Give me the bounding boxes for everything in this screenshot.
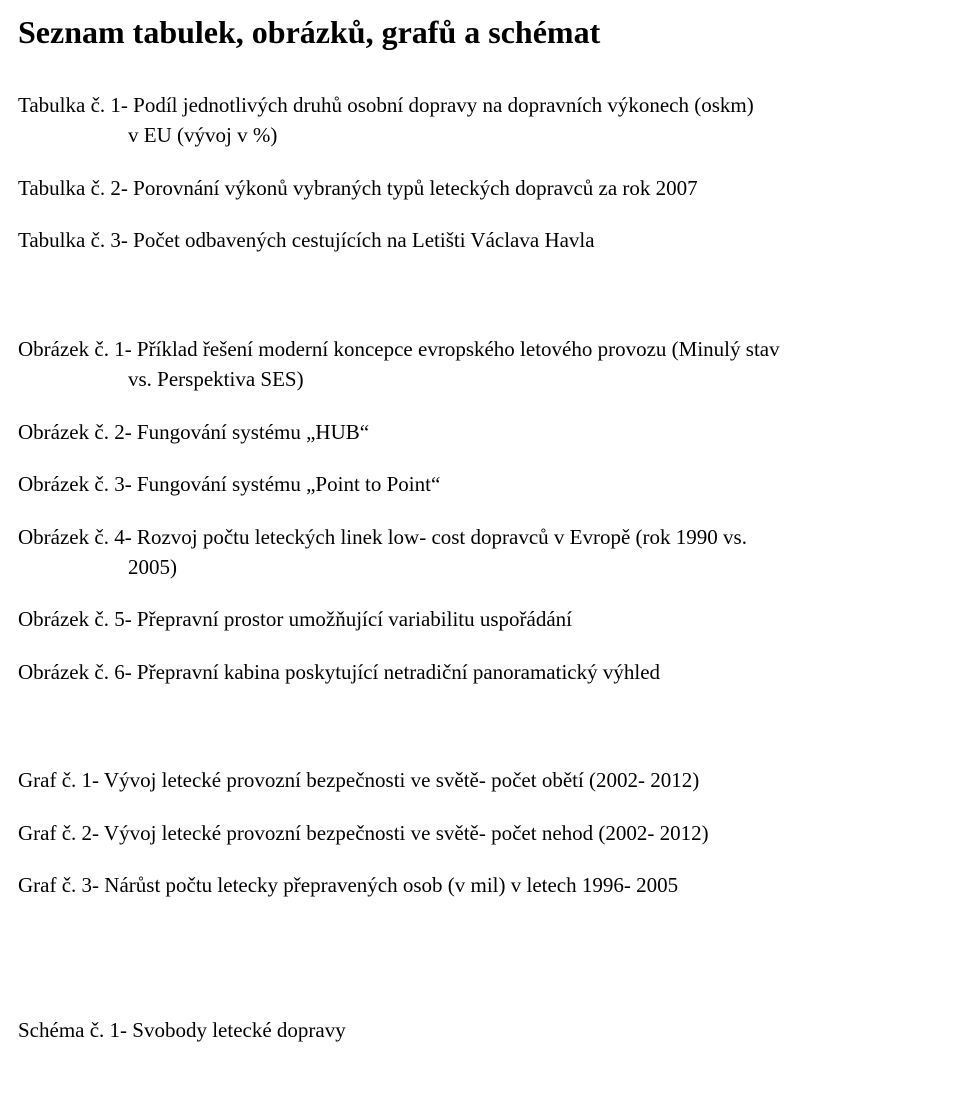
section-gap xyxy=(18,709,932,765)
scheme-entry-1: Schéma č. 1- Svobody letecké dopravy xyxy=(18,1015,932,1045)
graph-entry-2: Graf č. 2- Vývoj letecké provozní bezpeč… xyxy=(18,818,932,848)
figure-entry-4-line1: Obrázek č. 4- Rozvoj počtu leteckých lin… xyxy=(18,525,747,549)
graph-entry-3: Graf č. 3- Nárůst počtu letecky přeprave… xyxy=(18,870,932,900)
document-page: Seznam tabulek, obrázků, grafů a schémat… xyxy=(0,0,960,1107)
table-entry-2: Tabulka č. 2- Porovnání výkonů vybraných… xyxy=(18,173,932,203)
table-entry-1-line1: Tabulka č. 1- Podíl jednotlivých druhů o… xyxy=(18,93,754,117)
figure-entry-6: Obrázek č. 6- Přepravní kabina poskytují… xyxy=(18,657,932,687)
figure-entry-3: Obrázek č. 3- Fungování systému „Point t… xyxy=(18,469,932,499)
table-entry-1: Tabulka č. 1- Podíl jednotlivých druhů o… xyxy=(18,90,932,151)
figure-entry-1-line1: Obrázek č. 1- Příklad řešení moderní kon… xyxy=(18,337,780,361)
graph-entry-1: Graf č. 1- Vývoj letecké provozní bezpeč… xyxy=(18,765,932,795)
figure-entry-1: Obrázek č. 1- Příklad řešení moderní kon… xyxy=(18,334,932,395)
figure-entry-1-line2: vs. Perspektiva SES) xyxy=(18,364,932,394)
figure-entry-2: Obrázek č. 2- Fungování systému „HUB“ xyxy=(18,417,932,447)
figure-entry-4: Obrázek č. 4- Rozvoj počtu leteckých lin… xyxy=(18,522,932,583)
table-entry-1-line2: v EU (vývoj v %) xyxy=(18,120,932,150)
figure-entry-5: Obrázek č. 5- Přepravní prostor umožňují… xyxy=(18,604,932,634)
page-title: Seznam tabulek, obrázků, grafů a schémat xyxy=(18,12,932,52)
table-entry-3: Tabulka č. 3- Počet odbavených cestující… xyxy=(18,225,932,255)
section-gap xyxy=(18,923,932,1015)
figure-entry-4-line2: 2005) xyxy=(18,552,932,582)
section-gap xyxy=(18,278,932,334)
